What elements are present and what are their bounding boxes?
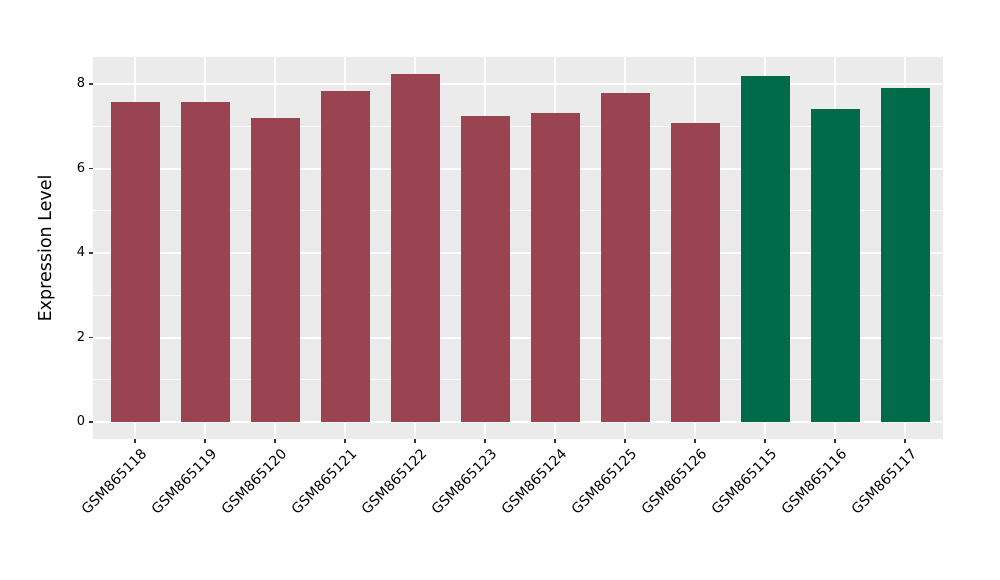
x-tick-label-GSM865115: GSM865115 [708, 446, 781, 518]
y-tick-label-2: 2 [76, 329, 85, 345]
x-tick-mark-GSM865120 [274, 439, 276, 443]
major-gridline-4 [93, 252, 943, 254]
bar-GSM865124 [530, 113, 580, 422]
major-gridline-8 [93, 83, 943, 85]
bar-GSM865119 [180, 102, 230, 422]
plot-area [93, 57, 943, 439]
x-tick-label-GSM865122: GSM865122 [358, 446, 431, 518]
x-tick-mark-GSM865118 [134, 439, 136, 443]
x-tick-mark-GSM865116 [834, 439, 836, 443]
bar-GSM865121 [320, 90, 370, 422]
x-tick-mark-GSM865117 [904, 439, 906, 443]
x-tick-mark-GSM865125 [624, 439, 626, 443]
x-tick-label-GSM865121: GSM865121 [288, 446, 361, 518]
bar-GSM865126 [670, 122, 720, 422]
x-tick-label-GSM865117: GSM865117 [848, 446, 921, 518]
x-tick-label-GSM865119: GSM865119 [148, 446, 221, 518]
y-tick-mark-2 [89, 336, 93, 339]
minor-gridline-7 [93, 125, 943, 127]
bar-GSM865120 [250, 117, 300, 422]
major-gridline-6 [93, 167, 943, 170]
minor-gridline-3 [93, 294, 943, 296]
x-tick-label-GSM865118: GSM865118 [78, 446, 151, 518]
y-tick-mark-0 [89, 421, 93, 423]
x-tick-label-GSM865123: GSM865123 [428, 446, 501, 518]
x-tick-label-GSM865116: GSM865116 [778, 446, 851, 518]
y-tick-mark-6 [89, 167, 93, 170]
bar-GSM865125 [600, 92, 650, 422]
x-tick-mark-GSM865126 [694, 439, 696, 443]
y-tick-mark-4 [89, 252, 93, 254]
x-tick-label-GSM865125: GSM865125 [568, 446, 641, 518]
x-tick-mark-GSM865121 [344, 439, 346, 443]
x-tick-mark-GSM865119 [204, 439, 206, 443]
bar-GSM865123 [460, 116, 510, 422]
major-gridline-2 [93, 336, 943, 339]
x-tick-mark-GSM865123 [484, 439, 486, 443]
x-tick-mark-GSM865122 [414, 439, 416, 443]
bar-GSM865116 [810, 108, 860, 422]
y-tick-mark-8 [89, 83, 93, 85]
y-tick-label-8: 8 [76, 76, 85, 91]
x-tick-label-GSM865124: GSM865124 [498, 446, 571, 518]
bar-GSM865118 [110, 102, 160, 422]
bar-GSM865117 [880, 87, 930, 422]
x-tick-label-GSM865120: GSM865120 [218, 446, 291, 518]
minor-gridline-5 [93, 210, 943, 212]
bar-GSM865122 [390, 73, 440, 422]
x-tick-mark-GSM865124 [554, 439, 556, 443]
y-tick-label-6: 6 [76, 160, 85, 176]
y-tick-label-4: 4 [76, 245, 85, 260]
bar-GSM865115 [740, 75, 790, 422]
y-tick-label-0: 0 [76, 414, 85, 429]
minor-gridline-1 [93, 379, 943, 381]
x-tick-label-GSM865126: GSM865126 [638, 446, 711, 518]
major-gridline-0 [93, 421, 943, 423]
x-tick-mark-GSM865115 [764, 439, 766, 443]
